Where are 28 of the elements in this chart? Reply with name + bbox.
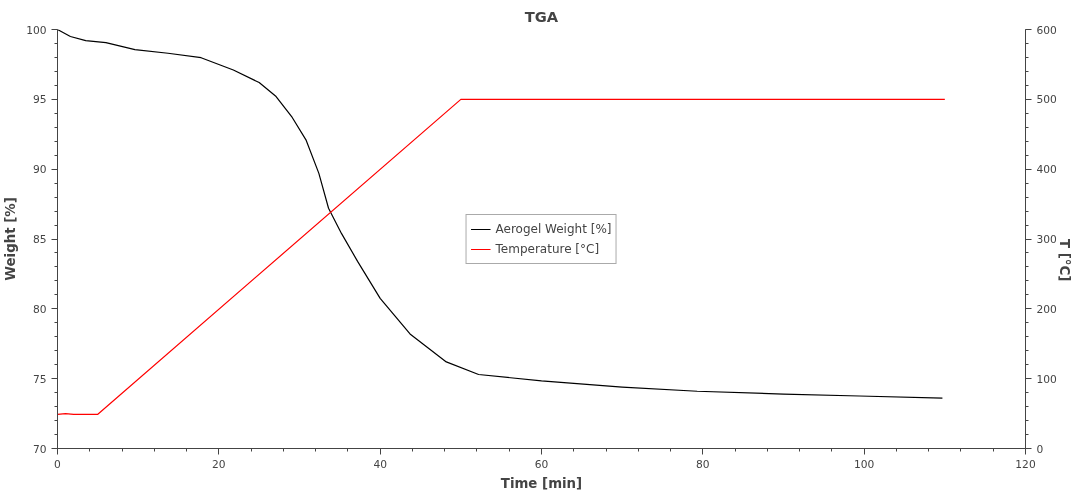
y-tick-label: 95 [32, 93, 47, 107]
x-tick-label: 60 [534, 457, 549, 471]
x-tick-label: 100 [854, 457, 875, 471]
x-tick-label: 20 [212, 457, 226, 471]
line-series [57, 29, 944, 399]
x-tick-label: 120 [1015, 457, 1036, 471]
legend-label: Aerogel Weight [%] [495, 221, 612, 236]
y-tick-label: 70 [32, 442, 47, 456]
y2-tick-label: 600 [1036, 23, 1058, 37]
y-axis-title: Weight [%] [3, 197, 19, 281]
x-tick-label: 40 [373, 457, 388, 471]
x-axis-title: Time [min] [500, 475, 583, 491]
chart-title: TGA [524, 7, 559, 25]
legend-label: Temperature [°C] [495, 241, 600, 256]
y-tick-label: 100 [26, 23, 47, 37]
y-tick-label: 85 [32, 233, 47, 246]
y2-tick-label: 100 [1036, 372, 1058, 386]
y-tick-label: 90 [32, 163, 47, 177]
x-tick-label: 80 [696, 457, 710, 471]
x-tick-label: 0 [54, 457, 62, 471]
y-tick-label: 80 [32, 302, 47, 316]
y2-tick-label: 0 [1036, 442, 1044, 456]
y2-tick-label: 200 [1036, 302, 1058, 316]
y2-tick-label: 400 [1036, 163, 1058, 177]
y2-axis-title: T [°C] [1057, 239, 1073, 282]
y-tick-label: 75 [32, 372, 47, 386]
y2-tick-label: 500 [1036, 93, 1058, 107]
y2-tick-label: 300 [1036, 233, 1058, 246]
